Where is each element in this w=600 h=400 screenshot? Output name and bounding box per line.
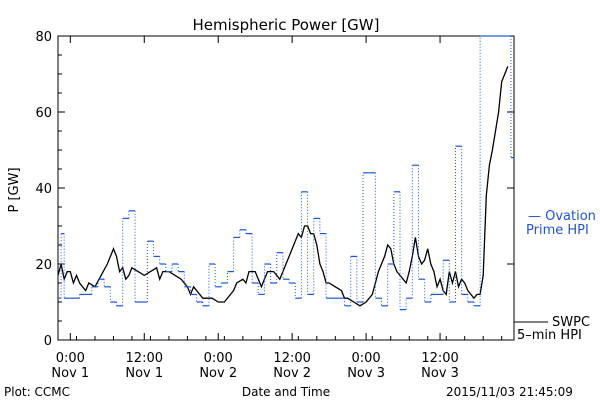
x-tick-date-label: Nov 2 [273,366,311,381]
x-tick-time-label: 0:00 [352,351,381,366]
x-tick-date-label: Nov 1 [51,366,89,381]
legend-swpc-line2: 5–min HPI [517,328,582,343]
x-tick-time-label: 12:00 [421,351,458,366]
x-tick-time-label: 0:00 [56,351,85,366]
y-tick-label: 0 [44,334,52,349]
footer-left: Plot: CCMC [4,385,70,399]
x-tick-time-label: 12:00 [273,351,310,366]
swpc-line [57,66,509,307]
legend-ovation-line2: Prime HPI [526,223,589,238]
x-tick-time-label: 12:00 [126,351,163,366]
x-tick-date-label: Nov 3 [421,366,459,381]
legend-swpc-line1: SWPC [552,315,590,330]
x-tick-date-label: Nov 1 [125,366,163,381]
y-tick-label: 20 [35,258,52,273]
x-tick-date-label: Nov 3 [347,366,385,381]
y-axis-label: P [GW] [7,167,22,212]
footer-right: 2015/11/03 21:45:09 [446,385,573,399]
chart-title: Hemispheric Power [GW] [193,16,380,34]
y-tick-label: 60 [35,106,52,121]
x-tick-time-label: 0:00 [204,351,233,366]
y-tick-label: 80 [35,30,52,45]
y-tick-label: 40 [35,182,52,197]
x-tick-date-label: Nov 2 [199,366,237,381]
x-axis-label: Date and Time [242,385,330,399]
legend-ovation-line1: — Ovation [528,209,596,224]
